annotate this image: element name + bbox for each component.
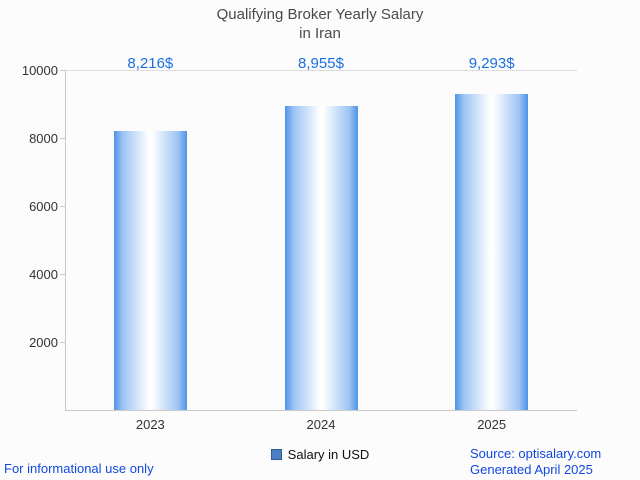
y-tick-mark xyxy=(60,342,65,343)
legend-label: Salary in USD xyxy=(287,447,370,462)
chart-title-line1: Qualifying Broker Yearly Salary xyxy=(216,6,424,23)
plot-top-border xyxy=(65,70,577,71)
y-tick-mark xyxy=(60,274,65,275)
chart-title-line2: in Iran xyxy=(299,24,341,42)
chart-title: Qualifying Broker Yearly Salary in Iran xyxy=(0,6,640,44)
y-axis-line xyxy=(65,70,66,411)
bar-2025 xyxy=(455,94,529,410)
y-tick-label: 6000 xyxy=(29,199,58,214)
disclaimer-text: For informational use only xyxy=(4,461,154,476)
source-info: Source: optisalary.com Generated April 2… xyxy=(470,446,601,477)
x-tick-label: 2024 xyxy=(306,417,336,432)
bar-value-label: 8,216$ xyxy=(127,55,174,72)
legend: Salary in USD xyxy=(0,447,640,462)
legend-swatch-icon xyxy=(270,449,282,460)
x-tick-label: 2025 xyxy=(477,417,507,432)
y-tick-label: 2000 xyxy=(29,335,58,350)
bar-value-label: 8,955$ xyxy=(298,55,344,72)
y-tick-label: 8000 xyxy=(29,131,58,146)
y-tick-mark xyxy=(60,70,65,71)
bar-2024 xyxy=(284,106,358,410)
x-tick-label: 2023 xyxy=(135,417,165,432)
bar-value-label: 9,293$ xyxy=(468,55,515,72)
bar-2023 xyxy=(113,131,187,410)
x-axis-line xyxy=(65,410,577,411)
y-tick-label: 4000 xyxy=(29,267,58,282)
generated-date: Generated April 2025 xyxy=(470,461,593,477)
y-tick-mark xyxy=(60,206,65,207)
source-link[interactable]: Source: optisalary.com xyxy=(470,446,602,461)
y-tick-label: 10000 xyxy=(21,63,58,78)
y-tick-mark xyxy=(60,138,65,139)
